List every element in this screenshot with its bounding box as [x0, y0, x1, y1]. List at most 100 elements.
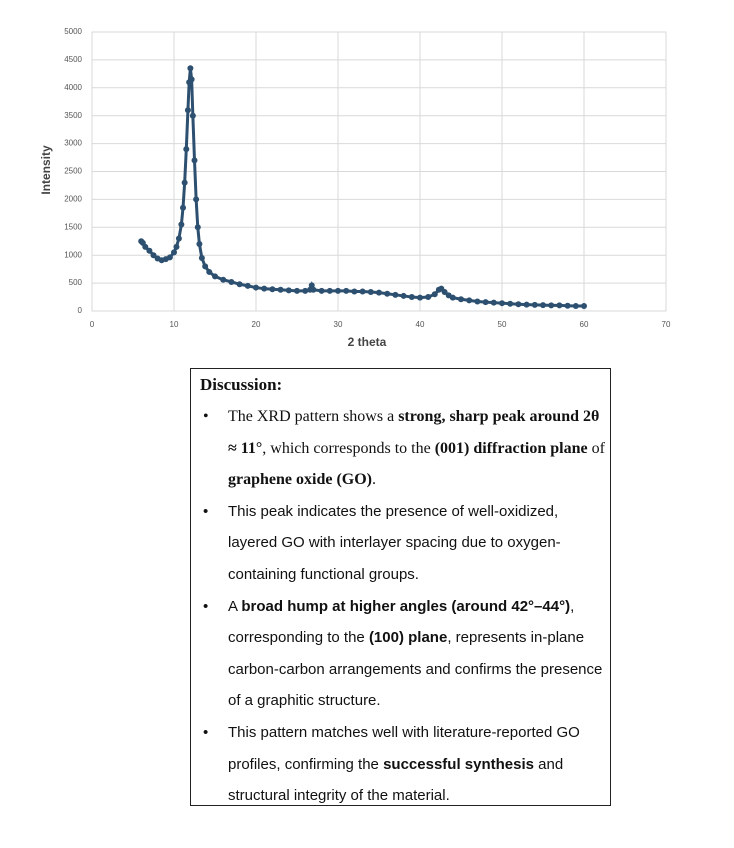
y-tick-label: 1500: [64, 222, 82, 231]
data-point: [376, 289, 382, 296]
y-tick-label: 1000: [64, 250, 82, 259]
data-point: [236, 281, 243, 288]
x-tick-label: 30: [334, 320, 343, 329]
data-point: [212, 273, 218, 280]
data-point: [384, 290, 391, 297]
x-tick-label: 40: [416, 320, 425, 329]
y-tick-label: 2000: [64, 195, 82, 204]
data-point: [206, 268, 213, 275]
data-point: [184, 107, 191, 114]
data-point: [198, 254, 205, 261]
data-point: [178, 221, 185, 228]
data-point: [335, 287, 341, 294]
data-point: [188, 76, 195, 83]
data-point: [173, 243, 180, 250]
data-point: [564, 302, 571, 309]
text-run: , which corresponds to the: [262, 439, 435, 457]
data-point: [228, 278, 235, 285]
data-point: [181, 179, 188, 186]
discussion-item: This pattern matches well with literatur…: [203, 717, 609, 812]
text-run: successful synthesis: [383, 755, 534, 773]
text-run: (100) plane: [368, 629, 448, 647]
data-point: [458, 296, 464, 303]
data-point: [196, 241, 203, 248]
text-run: of: [587, 439, 605, 457]
x-tick-label: 50: [498, 320, 507, 329]
data-point: [449, 294, 456, 301]
data-point: [202, 263, 209, 270]
y-tick-label: 5000: [64, 27, 82, 36]
data-point: [507, 300, 514, 307]
discussion-item: The XRD pattern shows a strong, sharp pe…: [203, 401, 609, 496]
data-point: [310, 286, 317, 293]
y-tick-label: 500: [69, 278, 83, 287]
discussion-item: A broad hump at higher angles (around 42…: [203, 591, 609, 717]
text-run: graphene oxide (GO): [228, 471, 372, 489]
data-point: [285, 287, 292, 294]
x-tick-label: 20: [252, 320, 261, 329]
data-point: [294, 287, 300, 294]
data-point: [351, 288, 358, 295]
data-point: [523, 301, 530, 308]
data-point: [180, 204, 187, 211]
data-point: [326, 287, 333, 294]
data-point: [146, 247, 153, 254]
text-run: (001) diffraction plane: [434, 439, 588, 457]
y-tick-label: 0: [78, 306, 83, 315]
discussion-title: Discussion:: [200, 375, 283, 394]
discussion-item: This peak indicates the presence of well…: [203, 496, 609, 591]
y-tick-label: 3000: [64, 139, 82, 148]
data-point: [277, 286, 284, 293]
y-axis-label: Intensity: [39, 145, 53, 195]
data-point: [318, 287, 325, 294]
x-tick-label: 10: [170, 320, 179, 329]
data-point: [572, 302, 579, 309]
data-point: [191, 157, 198, 164]
data-point: [417, 294, 423, 301]
text-run: , represents in-plane carbon-carbon arra…: [228, 629, 603, 710]
data-point: [150, 252, 157, 259]
data-point: [499, 300, 505, 307]
data-point: [408, 294, 415, 301]
data-point: [183, 146, 190, 153]
text-run: This peak indicates the presence of well…: [228, 502, 561, 583]
y-tick-label: 4500: [64, 55, 82, 64]
y-tick-label: 2500: [64, 167, 82, 176]
data-point: [244, 282, 251, 289]
data-point: [220, 276, 227, 283]
data-point: [474, 298, 481, 305]
data-point: [253, 284, 259, 291]
data-point: [581, 302, 587, 309]
data-point: [171, 249, 177, 256]
data-point: [269, 286, 276, 293]
chart: Intensity 2 theta 0500100015002000250030…: [39, 27, 671, 349]
text-run: , corresponding to the: [228, 597, 575, 647]
discussion-box: Discussion: The XRD pattern shows a stro…: [190, 368, 611, 806]
data-point: [392, 291, 399, 298]
data-point: [556, 302, 563, 309]
text-run: broad hump at higher angles (around 42°–…: [241, 597, 571, 615]
data-point: [189, 112, 196, 119]
data-point: [142, 243, 149, 250]
text-run: strong, sharp peak around 2θ ≈ 11°: [228, 408, 600, 457]
data-point: [367, 289, 374, 296]
data-point: [490, 299, 497, 306]
data-point: [540, 302, 546, 309]
data-point: [466, 297, 473, 304]
data-point: [515, 301, 522, 308]
data-point: [482, 299, 489, 306]
data-point: [261, 285, 268, 292]
data-point: [548, 302, 555, 309]
data-point: [193, 196, 200, 203]
y-tick-label: 3500: [64, 111, 82, 120]
x-axis-label: 2 theta: [348, 335, 387, 349]
text-run: The XRD pattern shows a: [228, 408, 399, 425]
data-point: [187, 65, 194, 72]
data-point: [441, 289, 448, 296]
y-tick-label: 4000: [64, 83, 82, 92]
text-run: .: [372, 471, 376, 489]
x-tick-label: 0: [90, 320, 95, 329]
text-run: A: [228, 597, 242, 615]
text-run: This pattern matches well with literatur…: [228, 723, 580, 773]
data-point: [194, 224, 201, 231]
